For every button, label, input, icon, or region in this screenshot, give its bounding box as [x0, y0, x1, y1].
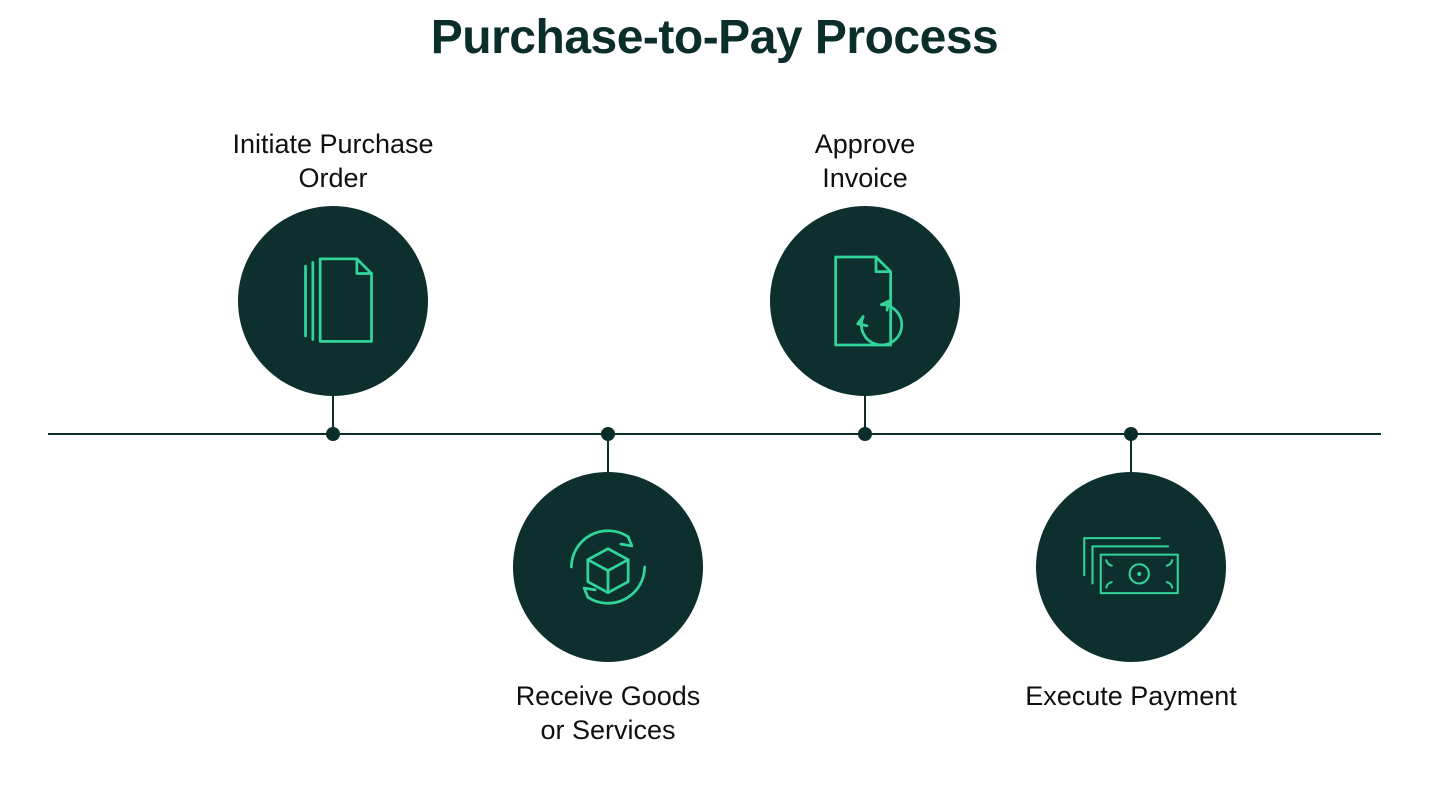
money-stack-icon: [1076, 512, 1186, 622]
timeline-line: [48, 433, 1381, 435]
box-cycle-icon: [553, 512, 663, 622]
connector-execute-payment: [1130, 434, 1132, 472]
step-label-initiate-po: Initiate Purchase Order: [193, 128, 473, 196]
documents-icon: [278, 246, 388, 356]
step-circle-execute-payment: [1036, 472, 1226, 662]
connector-initiate-po: [332, 396, 334, 434]
step-circle-approve-invoice: [770, 206, 960, 396]
diagram-title: Purchase-to-Pay Process: [0, 10, 1429, 65]
step-label-execute-payment: Execute Payment: [991, 680, 1271, 714]
step-circle-initiate-po: [238, 206, 428, 396]
step-circle-receive-goods: [513, 472, 703, 662]
step-label-approve-invoice: Approve Invoice: [725, 128, 1005, 196]
connector-receive-goods: [607, 434, 609, 472]
connector-approve-invoice: [864, 396, 866, 434]
step-label-receive-goods: Receive Goods or Services: [468, 680, 748, 748]
document-refresh-icon: [810, 246, 920, 356]
